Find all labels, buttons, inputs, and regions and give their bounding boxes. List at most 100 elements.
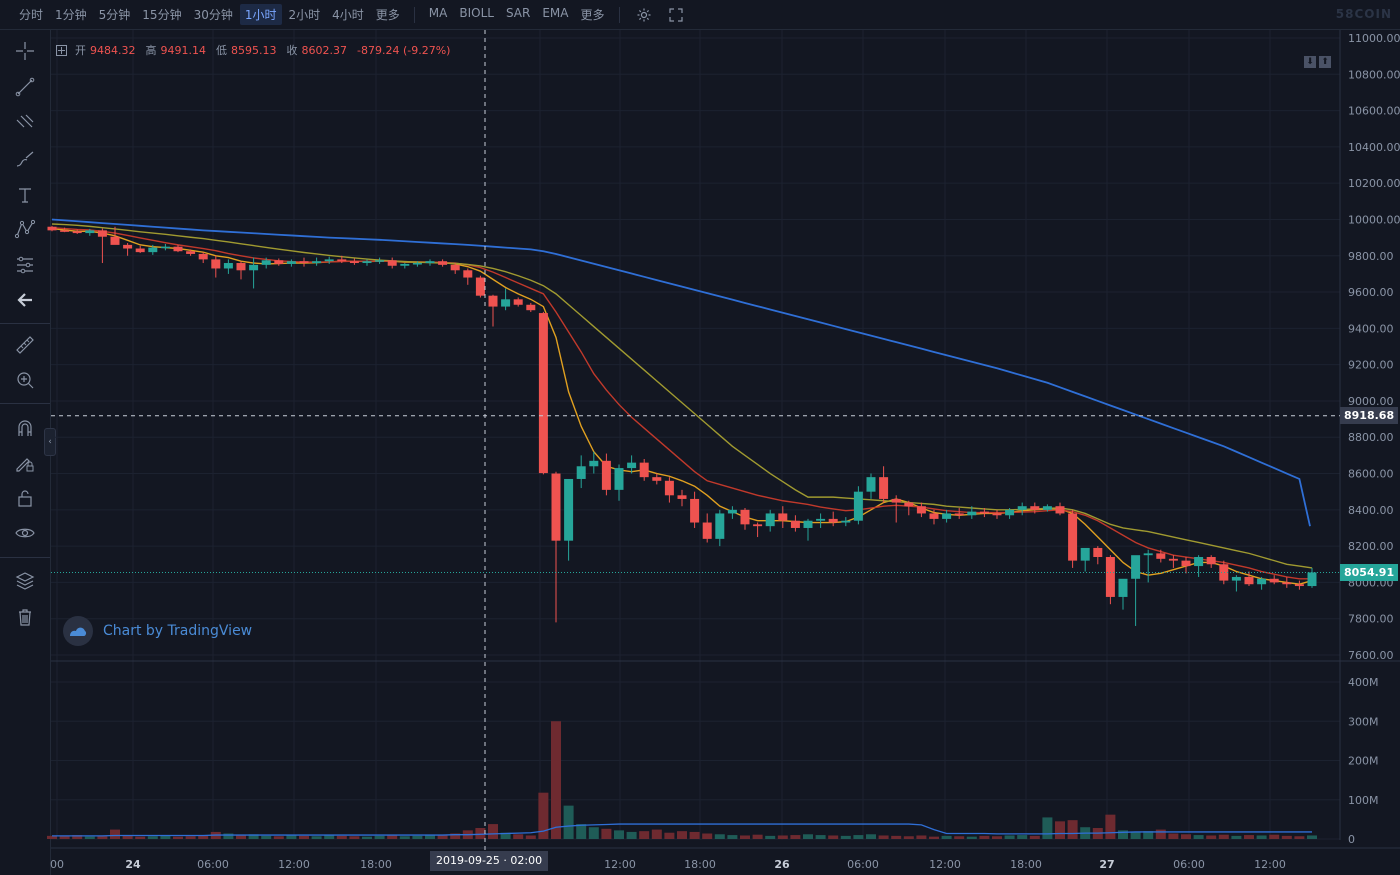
candle-body (589, 460, 599, 467)
candle-body (412, 263, 422, 265)
volume-bar (1042, 817, 1053, 839)
candle-body (853, 491, 863, 521)
toolbar-collapse-button[interactable]: ‹ (44, 428, 56, 456)
tradingview-watermark[interactable]: Chart by TradingView (63, 616, 252, 646)
trash-icon[interactable] (10, 602, 40, 632)
lock-icon[interactable] (10, 483, 40, 513)
price-tick-label: 7800.00 (1348, 613, 1394, 626)
volume-bar (425, 835, 435, 839)
volume-bar (488, 824, 498, 839)
volume-bar (790, 835, 801, 839)
prediction-icon[interactable] (10, 250, 40, 280)
layers-icon[interactable] (10, 566, 40, 596)
volume-bar (147, 836, 158, 839)
volume-bar (1118, 830, 1128, 839)
interval-0[interactable]: 分时 (19, 8, 44, 22)
price-tick-label: 9600.00 (1348, 286, 1394, 299)
indicator-4[interactable]: 更多 (580, 8, 605, 22)
interval-4[interactable]: 30分钟 (193, 8, 233, 22)
candle-body (866, 477, 876, 492)
indicator-2[interactable]: SAR (505, 6, 531, 20)
volume-tick-label: 300M (1348, 715, 1379, 728)
candle-body (778, 513, 788, 521)
fullscreen-icon[interactable] (666, 5, 686, 25)
interval-8[interactable]: 更多 (375, 8, 400, 22)
candle-body (349, 261, 359, 264)
indicator-0[interactable]: MA (428, 6, 448, 20)
volume-bar (1206, 835, 1217, 839)
volume-bar (966, 836, 977, 839)
time-tick-label: 12:00 (929, 858, 961, 871)
drawing-toolbar (0, 30, 51, 875)
volume-bar (324, 835, 335, 839)
volume-bar (815, 835, 826, 839)
candle-body (286, 261, 296, 264)
interval-3[interactable]: 15分钟 (142, 8, 182, 22)
legend-toggle-icon[interactable] (56, 44, 67, 56)
eye-icon[interactable] (10, 518, 40, 548)
volume-bar (513, 834, 524, 839)
volume-bar (273, 836, 284, 839)
ma-line-3 (51, 218, 1311, 527)
candle-body (475, 277, 485, 296)
candle-body (879, 477, 889, 499)
interval-1[interactable]: 1分钟 (55, 8, 87, 22)
ruler-icon[interactable] (10, 330, 40, 360)
candle-body (627, 462, 637, 469)
candle-body (1181, 560, 1191, 567)
candle-body (72, 231, 82, 234)
price-tick-label: 9800.00 (1348, 250, 1394, 263)
text-icon[interactable] (10, 180, 40, 210)
candle-body (664, 480, 674, 496)
candle-body (249, 264, 259, 271)
pattern-icon[interactable] (10, 214, 40, 244)
volume-bar (1218, 834, 1229, 839)
time-tick-label: 06:00 (847, 858, 879, 871)
scroll-down-button[interactable]: ⬇ (1304, 56, 1316, 68)
candle-body (236, 263, 246, 271)
price-tick-label: 9200.00 (1348, 359, 1394, 372)
gear-icon[interactable] (634, 5, 654, 25)
volume-bar (185, 836, 196, 839)
candle-body (1131, 555, 1141, 579)
candle-body (1244, 576, 1254, 585)
candle-body (803, 520, 813, 528)
time-tick-label: 12:00 (604, 858, 636, 871)
candle-body (299, 261, 309, 264)
divider (0, 557, 50, 558)
trend-line-icon[interactable] (10, 72, 40, 102)
candle-body (816, 518, 826, 521)
candle-body (438, 261, 448, 265)
candle-body (1194, 557, 1204, 567)
lock-drawing-icon[interactable] (10, 448, 40, 478)
volume-bar (563, 805, 574, 839)
zoom-in-icon[interactable] (10, 365, 40, 395)
volume-bar (97, 836, 108, 839)
brush-icon[interactable] (10, 144, 40, 174)
interval-7[interactable]: 4小时 (332, 8, 364, 22)
interval-6[interactable]: 2小时 (288, 8, 321, 22)
volume-bar (286, 835, 297, 839)
volume-tick-label: 100M (1348, 794, 1379, 807)
indicator-3[interactable]: EMA (542, 6, 569, 20)
candle-body (173, 246, 183, 252)
volume-bar (362, 836, 372, 839)
volume-bar (941, 835, 952, 839)
crosshair-time-label: 2019-09-25 · 02:00 (430, 851, 549, 871)
crosshair-icon[interactable] (10, 36, 40, 66)
interval-2[interactable]: 5分钟 (98, 8, 131, 22)
candle-body (828, 518, 838, 523)
back-arrow-icon[interactable] (10, 285, 40, 315)
candle-body (1294, 584, 1304, 587)
interval-5[interactable]: 1小时 (239, 4, 282, 25)
candle-body (312, 261, 322, 264)
magnet-icon[interactable] (10, 413, 40, 443)
indicator-1[interactable]: BIOLL (459, 6, 494, 20)
volume-bar (261, 835, 272, 839)
candle-body (1080, 547, 1090, 561)
scroll-up-button[interactable]: ⬆ (1319, 56, 1331, 68)
volume-bar (299, 835, 309, 839)
fib-tool-icon[interactable] (10, 108, 40, 138)
candle-body (538, 313, 548, 474)
